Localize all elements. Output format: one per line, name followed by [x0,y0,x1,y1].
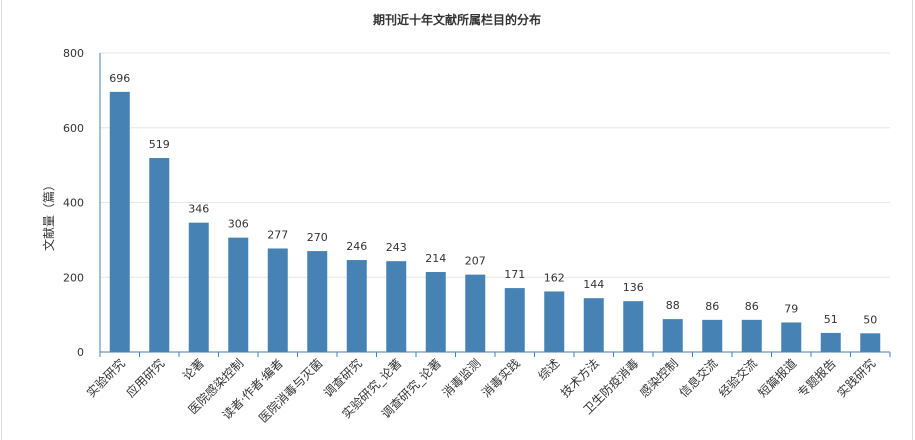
x-tick-label: 消毒实践 [478,356,523,401]
data-label: 88 [666,299,680,312]
bar[interactable] [623,301,644,352]
y-tick-label: 800 [63,47,84,60]
grid-lines [100,52,890,278]
bar[interactable] [583,298,604,352]
data-label: 50 [863,313,877,326]
bar[interactable] [267,248,288,352]
chart-frame-left [1,0,2,440]
y-tick-label: 400 [63,197,84,210]
x-tick-label: 经验交流 [715,356,760,401]
x-tick-label: 专题报告 [794,356,839,401]
data-label: 136 [623,281,644,294]
bar[interactable] [188,222,209,352]
bar[interactable] [820,332,841,352]
x-tick-label: 论著 [180,356,207,383]
bar[interactable] [465,274,486,352]
x-tick-label: 综述 [535,356,562,383]
bar[interactable] [544,291,565,352]
data-label: 270 [307,231,328,244]
bar[interactable] [702,319,723,352]
data-label: 306 [228,218,249,231]
data-label: 171 [504,268,525,281]
y-tick-label: 200 [63,271,84,284]
data-label: 519 [149,138,170,151]
data-label: 696 [109,72,130,85]
x-tick-label: 实践研究 [834,356,879,401]
bar[interactable] [781,322,802,352]
y-tick-label: 600 [63,122,84,135]
data-label: 346 [188,203,209,216]
x-tick-label: 信息交流 [676,356,721,401]
data-label: 207 [465,255,486,268]
bar[interactable] [425,272,446,352]
bar[interactable] [307,251,328,352]
x-tick-label: 消毒监测 [440,356,484,400]
data-label: 246 [346,240,367,253]
bar[interactable] [228,237,249,352]
data-label: 86 [705,300,719,313]
data-label: 214 [425,252,446,265]
x-tick-label: 应用研究 [123,356,168,401]
data-label: 79 [784,302,798,315]
y-axis-label: 文献量（篇） [41,179,56,251]
x-tick-label: 实验研究 [83,356,128,401]
x-tick-label: 短篇报道 [755,356,800,401]
bars [109,91,881,353]
data-label: 51 [824,313,838,326]
data-label: 162 [544,271,565,284]
bar[interactable] [504,288,525,352]
bar[interactable] [346,260,367,352]
bar[interactable] [662,319,683,352]
bar[interactable] [860,333,881,352]
chart-title: 期刊近十年文献所属栏目的分布 [373,12,541,27]
bar[interactable] [149,158,170,352]
bar[interactable] [109,91,130,353]
data-labels: 696 519 346 306 277 270 246 243 214 207 171 162 144 1… [109,72,877,326]
y-tick-label: 0 [77,346,84,359]
data-label: 144 [583,278,604,291]
data-label: 243 [386,241,407,254]
x-tick-label: 感染控制 [636,356,681,401]
chart-frame-right [912,0,913,440]
data-label: 86 [745,300,759,313]
data-label: 277 [267,228,288,241]
bar[interactable] [741,319,762,352]
bar[interactable] [386,261,407,352]
